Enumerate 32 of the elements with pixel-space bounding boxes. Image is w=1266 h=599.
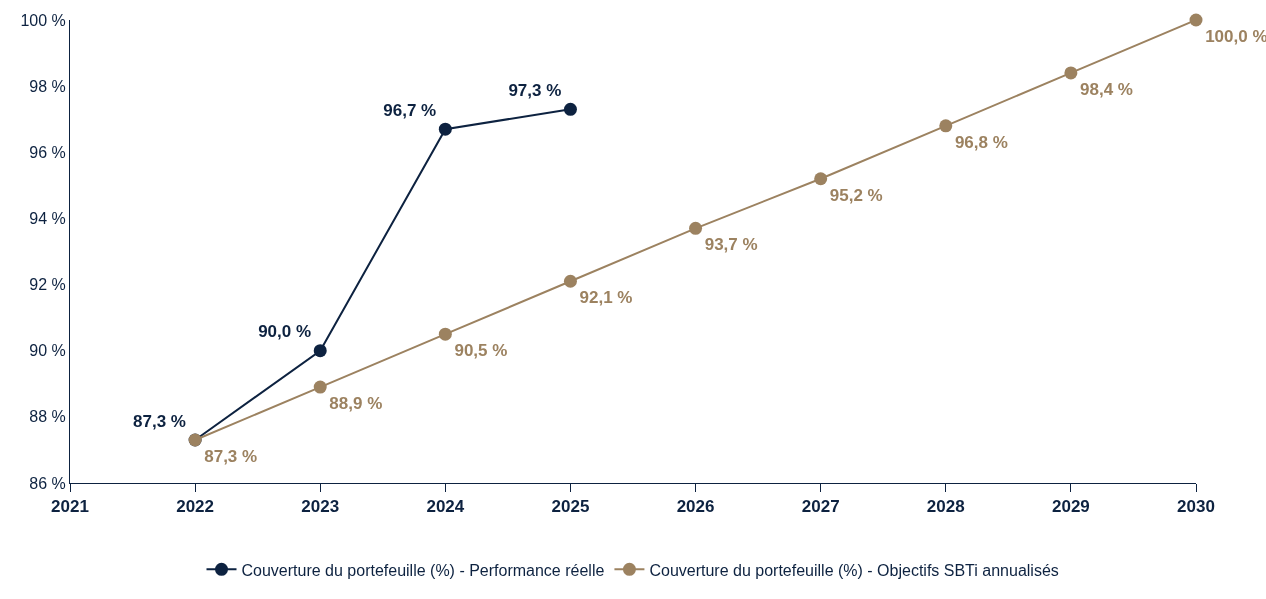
x-tick-label: 2021 xyxy=(51,497,89,517)
data-label: 96,8 % xyxy=(954,132,1008,152)
y-tick-label: 90 % xyxy=(29,342,66,360)
x-tick-label: 2026 xyxy=(676,497,715,517)
y-tick-label: 96 % xyxy=(29,143,66,161)
data-label: 95,2 % xyxy=(829,185,883,205)
data-label: 97,3 % xyxy=(508,80,562,100)
y-tick-label: 92 % xyxy=(29,276,66,294)
data-label: 98,4 % xyxy=(1080,79,1133,99)
legend-label: Couverture du portefeuille (%) - Performance réelle xyxy=(241,561,605,579)
x-tick-label: 2024 xyxy=(426,497,465,517)
x-tick-label: 2028 xyxy=(926,497,965,517)
data-label: 90,5 % xyxy=(454,341,508,361)
x-tick-label: 2023 xyxy=(301,497,340,517)
x-tick-label: 2030 xyxy=(1177,497,1215,517)
x-tick-label: 2029 xyxy=(1051,497,1090,517)
data-label: 93,7 % xyxy=(704,235,758,255)
y-tick-label: 98 % xyxy=(29,77,66,95)
x-tick-label: 2025 xyxy=(551,497,590,517)
data-label: 90,0 % xyxy=(258,322,312,342)
legend-label: Couverture du portefeuille (%) - Objectifs SBTi annualisés xyxy=(649,561,1059,579)
data-label: 88,9 % xyxy=(329,393,383,413)
data-label: 96,7 % xyxy=(383,100,437,120)
y-tick-label: 86 % xyxy=(29,474,66,492)
y-tick-label: 100 % xyxy=(20,11,66,29)
data-label: 87,3 % xyxy=(133,411,186,431)
x-tick-label: 2027 xyxy=(801,497,840,517)
data-label: 92,1 % xyxy=(579,288,633,308)
data-label: 87,3 % xyxy=(204,446,258,466)
y-tick-label: 88 % xyxy=(29,408,66,426)
x-tick-label: 2022 xyxy=(176,497,215,517)
y-tick-label: 94 % xyxy=(29,210,66,228)
